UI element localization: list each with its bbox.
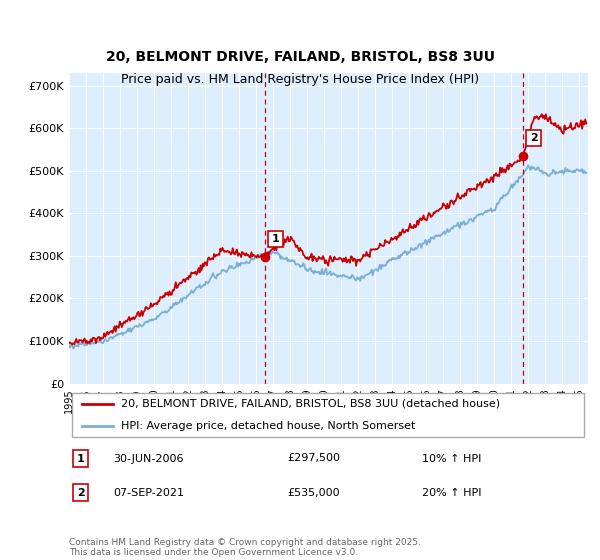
Text: 1: 1 — [77, 454, 85, 464]
Text: Contains HM Land Registry data © Crown copyright and database right 2025.
This d: Contains HM Land Registry data © Crown c… — [69, 538, 421, 557]
Text: 10% ↑ HPI: 10% ↑ HPI — [422, 454, 481, 464]
Text: 07-SEP-2021: 07-SEP-2021 — [113, 488, 184, 498]
Text: 20, BELMONT DRIVE, FAILAND, BRISTOL, BS8 3UU (detached house): 20, BELMONT DRIVE, FAILAND, BRISTOL, BS8… — [121, 399, 500, 409]
Text: 2: 2 — [530, 133, 538, 143]
Text: 30-JUN-2006: 30-JUN-2006 — [113, 454, 184, 464]
Text: 20, BELMONT DRIVE, FAILAND, BRISTOL, BS8 3UU: 20, BELMONT DRIVE, FAILAND, BRISTOL, BS8… — [106, 50, 494, 64]
Text: £535,000: £535,000 — [287, 488, 340, 498]
FancyBboxPatch shape — [71, 393, 584, 437]
Text: 20% ↑ HPI: 20% ↑ HPI — [422, 488, 481, 498]
Text: 2: 2 — [77, 488, 85, 498]
Text: 1: 1 — [271, 234, 279, 244]
Text: £297,500: £297,500 — [287, 454, 340, 464]
Text: Price paid vs. HM Land Registry's House Price Index (HPI): Price paid vs. HM Land Registry's House … — [121, 73, 479, 86]
Text: HPI: Average price, detached house, North Somerset: HPI: Average price, detached house, Nort… — [121, 421, 415, 431]
